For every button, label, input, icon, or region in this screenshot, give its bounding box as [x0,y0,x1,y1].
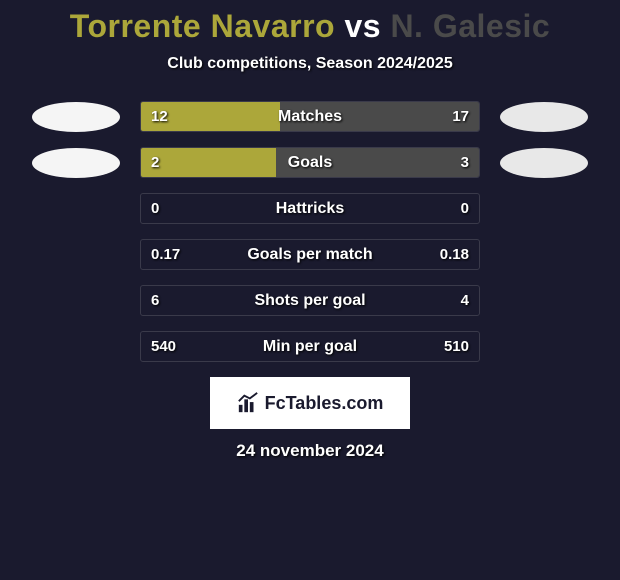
stat-bar: 23Goals [140,147,480,178]
badge-spacer [500,286,588,316]
badge-spacer [500,194,588,224]
badge-spacer [32,240,120,270]
vs-text: vs [344,8,381,44]
player2-badge [500,148,588,178]
badge-spacer [500,332,588,362]
stat-row: 540510Min per goal [0,331,620,362]
stat-label: Goals [141,148,479,177]
badge-spacer [32,286,120,316]
date-text: 24 november 2024 [0,441,620,461]
chart-icon [237,392,259,414]
player1-badge [32,148,120,178]
player1-name: Torrente Navarro [70,8,335,44]
stat-label: Matches [141,102,479,131]
player2-name: N. Galesic [390,8,550,44]
stat-row: 23Goals [0,147,620,178]
player2-badge [500,102,588,132]
stat-bar: 0.170.18Goals per match [140,239,480,270]
page-title: Torrente Navarro vs N. Galesic [0,8,620,45]
stat-row: 0.170.18Goals per match [0,239,620,270]
stat-row: 1217Matches [0,101,620,132]
stat-label: Min per goal [141,332,479,361]
stat-row: 64Shots per goal [0,285,620,316]
badge-spacer [500,240,588,270]
player1-badge [32,102,120,132]
stat-bar: 540510Min per goal [140,331,480,362]
comparison-card: Torrente Navarro vs N. Galesic Club comp… [0,0,620,461]
stat-row: 00Hattricks [0,193,620,224]
stat-label: Shots per goal [141,286,479,315]
stat-bar: 00Hattricks [140,193,480,224]
branding-badge[interactable]: FcTables.com [210,377,410,429]
branding-text: FcTables.com [265,393,384,414]
stat-label: Hattricks [141,194,479,223]
subtitle: Club competitions, Season 2024/2025 [0,55,620,73]
badge-spacer [32,332,120,362]
stat-label: Goals per match [141,240,479,269]
stats-list: 1217Matches 23Goals 00Hattricks 0.170.18Goa… [0,101,620,362]
stat-bar: 1217Matches [140,101,480,132]
badge-spacer [32,194,120,224]
stat-bar: 64Shots per goal [140,285,480,316]
